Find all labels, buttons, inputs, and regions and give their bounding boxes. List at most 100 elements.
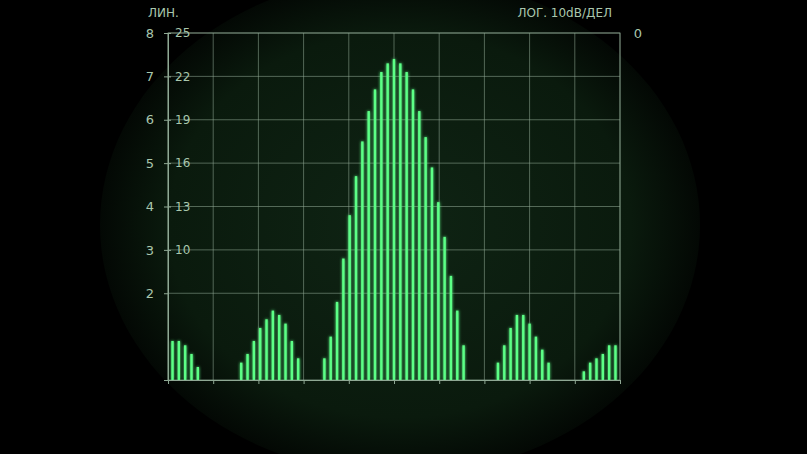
y2-axis-line [169, 34, 172, 381]
x-tick-mark [394, 380, 395, 384]
y-tick: 4 [146, 199, 168, 214]
spectral-line [171, 341, 173, 380]
spectral-line [367, 111, 369, 380]
chart: 2345678101316192225ЛИН.ЛОГ. 10dB/ДЕЛ0 [0, 0, 807, 454]
y-tick-label: 2 [146, 286, 154, 301]
spectral-line [361, 141, 363, 380]
spectral-line [503, 345, 505, 380]
x-tick [394, 380, 395, 384]
y-tick: 6 [146, 112, 168, 127]
y-tick-label: 6 [146, 112, 154, 127]
y2-tick-label: 10 [175, 243, 190, 257]
y-tick-label: 3 [146, 243, 154, 258]
spectral-line [437, 202, 439, 380]
bars [171, 59, 616, 380]
y-tick-mark [164, 207, 168, 208]
x-tick [258, 380, 259, 384]
x-tick-mark [258, 380, 259, 384]
spectral-line [456, 311, 458, 380]
spectral-line [614, 345, 616, 380]
spectral-line [583, 371, 585, 380]
y2-tick: 13 [168, 200, 190, 214]
y2-tick-mark [168, 120, 171, 121]
spectral-line [547, 363, 549, 380]
spectral-line [190, 354, 192, 380]
spectral-line [246, 354, 248, 380]
x-tick [484, 380, 485, 384]
spectral-line [497, 363, 499, 380]
spectral-line [608, 345, 610, 380]
spectral-line [265, 319, 267, 380]
spectral-line [197, 367, 199, 380]
y2-tick-mark [168, 76, 171, 77]
spectral-line [330, 337, 332, 380]
y-axis-line [164, 34, 169, 381]
y2-tick-mark [168, 250, 171, 251]
y-tick: 5 [146, 156, 168, 171]
grid [168, 33, 620, 380]
spectral-line [272, 311, 274, 380]
spectral-line [184, 345, 186, 380]
spectral-line [393, 59, 395, 380]
spectral-line [291, 341, 293, 380]
x-tick [168, 380, 169, 384]
spectral-line [602, 354, 604, 380]
y2-tick: 22 [168, 70, 190, 84]
x-tick-mark [168, 380, 169, 384]
x-tick [575, 380, 576, 384]
y2-tick-mark [168, 207, 171, 208]
spectral-line [278, 315, 280, 380]
y2-tick-label: 22 [175, 70, 190, 84]
x-tick [349, 380, 350, 384]
plot-frame [168, 33, 620, 380]
y-tick: 3 [146, 243, 168, 258]
y2-axis-title: ЛОГ. 10dB/ДЕЛ [517, 6, 612, 20]
x-tick [304, 380, 305, 384]
spectral-line [349, 215, 351, 380]
y-axis: 2 3 4 5 6 7 8 [146, 26, 169, 381]
y2-tick-label: 19 [175, 113, 190, 127]
spectral-line [535, 337, 537, 380]
x-tick-mark [439, 380, 440, 384]
y-tick-mark [164, 293, 168, 294]
y2-tick: 10 [168, 243, 190, 257]
x-tick-mark [349, 380, 350, 384]
x-axis [169, 380, 621, 384]
y2-tick: 16 [168, 156, 190, 170]
y-tick-label: 7 [146, 69, 154, 84]
y2-tick: 25 [168, 26, 190, 40]
y2-tick-label: 16 [175, 156, 190, 170]
spectral-line [380, 72, 382, 380]
spectral-line [424, 137, 426, 380]
y-tick-mark [164, 163, 168, 164]
spectral-line [595, 358, 597, 380]
y2-tick-label: 13 [175, 200, 190, 214]
spectral-line [399, 63, 401, 380]
y2-tick: 19 [168, 113, 190, 127]
x-tick-mark [484, 380, 485, 384]
x-tick-mark [575, 380, 576, 384]
screen [100, 0, 700, 454]
y-tick-mark [164, 76, 168, 77]
y-tick: 2 [146, 286, 168, 301]
y2-axis: 10 13 16 19 22 25 [168, 26, 190, 380]
y-tick-mark [164, 33, 168, 34]
spectral-line [253, 341, 255, 380]
spectral-line [386, 63, 388, 380]
spectral-line [323, 358, 325, 380]
x-tick [439, 380, 440, 384]
y-axis-title: ЛИН. [148, 6, 179, 20]
y2-tick-mark [168, 33, 171, 34]
y-tick-label: 4 [146, 199, 154, 214]
x-tick-mark [213, 380, 214, 384]
spectral-line [259, 328, 261, 380]
spectral-line [284, 324, 286, 380]
spectral-line [431, 167, 433, 380]
spectral-line [240, 363, 242, 380]
x-tick-mark [620, 380, 621, 384]
y-tick-label: 5 [146, 156, 154, 171]
spectral-line [443, 237, 445, 380]
spectral-line [336, 302, 338, 380]
y-tick: 8 [146, 26, 168, 41]
spectral-line [355, 176, 357, 380]
